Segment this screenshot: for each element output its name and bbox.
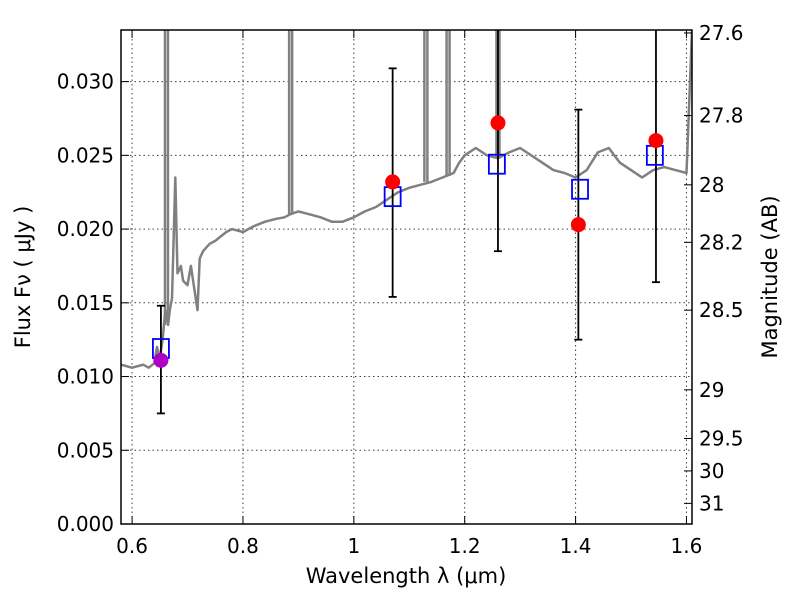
x-tick-label: 0.8: [227, 534, 259, 558]
plot-background: [121, 30, 692, 524]
ticks: 0.6 0.8 1 1.2 1.4 1.6 0.000 0.005 0.010 0.015 0.02…: [57, 21, 744, 558]
x-tick-label: 0.6: [116, 534, 148, 558]
y-tick-label: 0.015: [57, 291, 114, 315]
y-tick-label: 0.030: [57, 70, 114, 94]
spectrum-line: [121, 30, 692, 369]
observed-point: [153, 352, 169, 368]
x-tick-label: 1.6: [671, 534, 703, 558]
y-tick-label: 0.020: [57, 217, 114, 241]
observed-point: [490, 115, 506, 131]
right-tick-label: 29.5: [699, 426, 744, 450]
x-tick-label: 1.4: [560, 534, 592, 558]
marker-layer: [152, 115, 664, 368]
right-tick-label: 28.2: [699, 230, 744, 254]
y-axis-right-title: Magnitude (AB): [758, 195, 782, 358]
right-tick-label: 28.5: [699, 298, 744, 322]
plot-frame: [120, 29, 693, 525]
observed-point: [385, 174, 401, 190]
model-square: [571, 178, 589, 200]
right-tick-label: 28: [699, 173, 724, 197]
series-layer: [121, 30, 692, 369]
right-tick-label: 27.8: [699, 104, 744, 128]
right-tick-label: 30: [699, 459, 724, 483]
y-axis-title: Flux Fν ( μJy ): [11, 206, 35, 349]
model-square: [487, 153, 506, 175]
x-tick-label: 1: [347, 534, 360, 558]
right-tick-label: 31: [699, 491, 724, 515]
y-tick-label: 0.000: [57, 512, 114, 536]
observed-point: [570, 217, 586, 233]
x-tick-label: 1.2: [449, 534, 481, 558]
right-tick-label: 29: [699, 378, 724, 402]
y-tick-label: 0.025: [57, 143, 114, 167]
y-tick-label: 0.010: [57, 365, 114, 389]
observed-point: [648, 133, 664, 149]
y-tick-label: 0.005: [57, 438, 114, 462]
x-axis-title: Wavelength λ (μm): [306, 564, 507, 588]
right-tick-label: 27.6: [699, 21, 744, 45]
